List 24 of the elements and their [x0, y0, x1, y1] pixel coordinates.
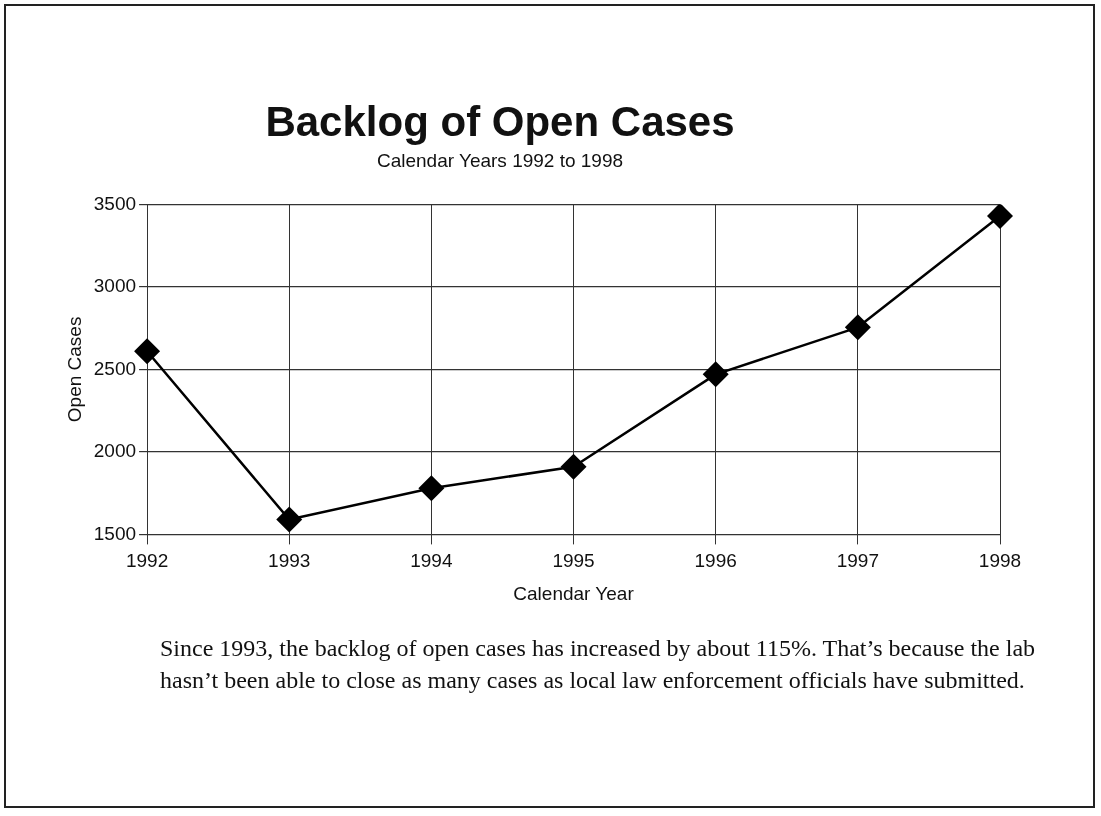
- point: [560, 453, 587, 480]
- x-tick-label: 1994: [410, 550, 453, 572]
- chart-subtitle: Calendar Years 1992 to 1998: [375, 150, 625, 172]
- point: [276, 506, 303, 533]
- point: [987, 204, 1013, 229]
- y-tick-label: 2000: [93, 440, 137, 462]
- x-tick-label: 1992: [125, 550, 169, 572]
- x-tick-label: 1995: [552, 550, 595, 572]
- y-tick-label: 3500: [93, 192, 137, 214]
- x-tick-label: 1997: [836, 550, 879, 572]
- point: [418, 475, 445, 502]
- point: [134, 338, 161, 365]
- chart-title: Backlog of Open Cases: [264, 98, 736, 146]
- y-tick-label: 3000: [93, 275, 137, 297]
- y-tick-label: 2500: [93, 357, 137, 379]
- x-tick-label: 1993: [268, 550, 311, 572]
- y-tick-label: 1500: [93, 522, 137, 544]
- x-axis-title: Calendar Year: [513, 582, 635, 604]
- point: [702, 361, 729, 388]
- text: Since 1993, the backlog of open cases has increased by about 115%. That’s because the lab hasn’t been able to close as many cases as local law enforcement officials have submitted.: [160, 634, 1037, 695]
- x-tick-label: 1996: [694, 550, 737, 572]
- point: [844, 314, 871, 341]
- x-tick-label: 1998: [978, 550, 1022, 572]
- y-axis-title: Open Cases: [63, 316, 85, 423]
